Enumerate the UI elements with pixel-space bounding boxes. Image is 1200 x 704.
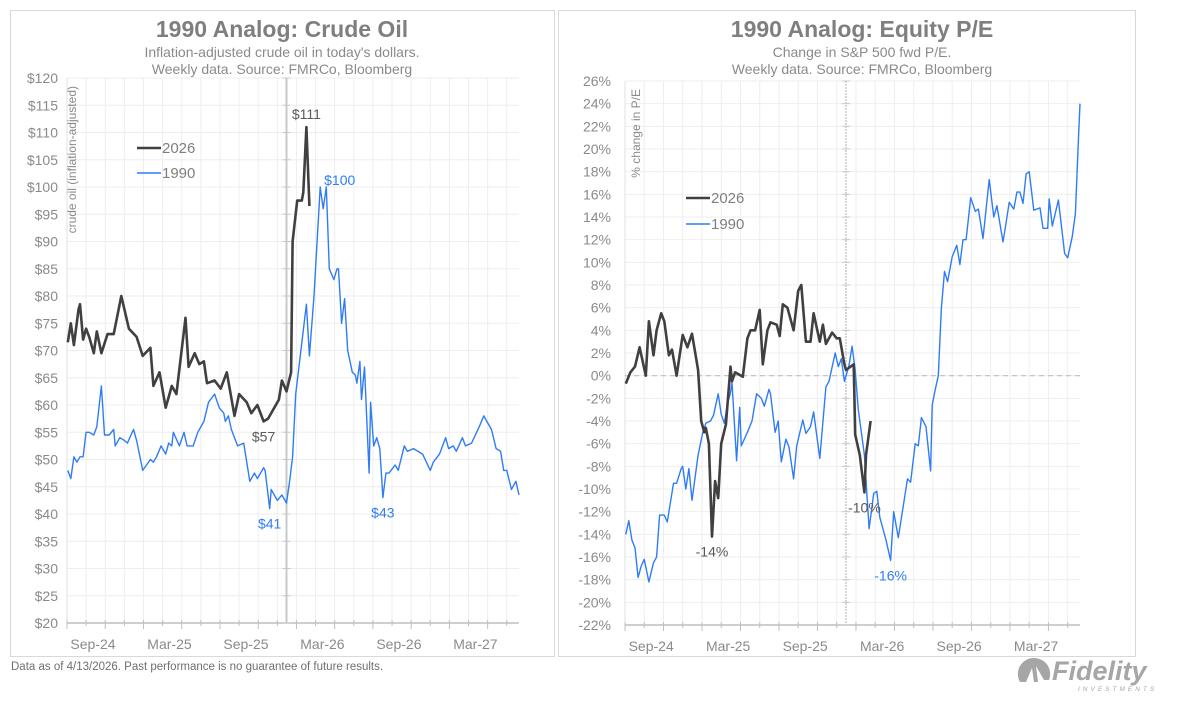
y-tick-label: 6% [591, 300, 611, 316]
series-line-2026 [66, 125, 311, 423]
x-tick-label: Mar-27 [453, 636, 498, 652]
x-tick-label: Sep-25 [783, 638, 828, 654]
y-axis-title: % change in P/E [629, 89, 643, 178]
y-tick-label: $75 [35, 315, 59, 331]
y-tick-label: $30 [35, 561, 59, 577]
x-tick-label: Mar-25 [147, 636, 192, 652]
legend-label-2026: 2026 [162, 140, 195, 157]
legend-label-2026: 2026 [711, 190, 744, 207]
data-label: $57 [252, 428, 276, 444]
x-tick-label: Sep-26 [937, 638, 982, 654]
svg-text:INVESTMENTS: INVESTMENTS [1078, 686, 1157, 693]
x-tick-label: Mar-26 [300, 636, 345, 652]
y-tick-label: 24% [583, 96, 611, 112]
series-line-2026 [624, 283, 872, 538]
series-line-1990 [625, 103, 1081, 583]
y-tick-label: -16% [578, 549, 611, 565]
y-tick-label: -18% [578, 572, 611, 588]
y-tick-label: 2% [591, 345, 611, 361]
data-label: $43 [371, 505, 395, 521]
svg-text:Fidelity: Fidelity [1052, 656, 1148, 686]
y-tick-label: 0% [591, 368, 611, 384]
y-tick-label: $90 [35, 234, 59, 250]
x-tick-label: Sep-24 [629, 638, 674, 654]
y-tick-label: $45 [35, 479, 59, 495]
legend-label-1990: 1990 [162, 165, 195, 182]
y-tick-label: $100 [27, 179, 58, 195]
y-tick-label: -10% [578, 481, 611, 497]
x-tick-label: Sep-25 [223, 636, 268, 652]
data-label: -14% [696, 544, 729, 560]
series-line-1990 [67, 186, 520, 510]
y-tick-label: 26% [583, 73, 611, 89]
y-tick-label: $105 [27, 152, 58, 168]
y-tick-label: $115 [28, 97, 58, 113]
y-tick-label: $20 [35, 615, 59, 631]
y-tick-label: $65 [35, 370, 59, 386]
y-tick-label: -14% [578, 526, 611, 542]
y-tick-label: 20% [583, 141, 611, 157]
pe-chart: 1990 Analog: Equity P/E Change in S&P 500… [578, 16, 1081, 654]
y-tick-label: $80 [35, 288, 59, 304]
x-tick-label: Mar-26 [860, 638, 905, 654]
y-tick-label: -2% [586, 390, 611, 406]
y-axis-title: crude oil (inflation-adjusted) [65, 86, 79, 233]
y-tick-label: $25 [35, 588, 59, 604]
data-label: $111 [292, 106, 321, 122]
y-tick-label: 22% [583, 118, 611, 134]
footer-disclaimer: Data as of 4/13/2026. Past performance i… [11, 661, 384, 673]
y-tick-label: 4% [591, 322, 611, 338]
chart-title: 1990 Analog: Equity P/E [731, 16, 993, 42]
y-tick-label: 16% [583, 186, 611, 202]
x-tick-label: Mar-25 [706, 638, 751, 654]
y-tick-label: $110 [28, 125, 58, 141]
y-tick-label: $60 [35, 397, 59, 413]
equity-pe-chart-panel [558, 10, 1136, 657]
data-label: $41 [258, 516, 282, 532]
y-tick-label: 14% [583, 209, 611, 225]
x-tick-label: Mar-27 [1014, 638, 1059, 654]
x-tick-label: Sep-26 [376, 636, 421, 652]
y-tick-label: 8% [591, 277, 611, 293]
x-tick-label: Sep-24 [70, 636, 115, 652]
oil-chart: 1990 Analog: Crude Oil Inflation-adjusted… [27, 16, 520, 652]
logo-sunburst-icon [1017, 657, 1051, 682]
y-tick-label: $35 [35, 533, 59, 549]
y-tick-label: $55 [35, 424, 59, 440]
chart-subtitle: Change in S&P 500 fwd P/E. [773, 44, 952, 60]
data-label: -10% [848, 499, 881, 515]
data-label: -16% [874, 567, 907, 583]
crude-oil-chart-panel [10, 10, 555, 657]
y-tick-label: $70 [35, 343, 59, 359]
y-tick-label: 12% [583, 232, 611, 248]
chart-subtitle: Weekly data. Source: FMRCo, Bloomberg [152, 61, 412, 77]
y-tick-label: $120 [27, 70, 58, 86]
y-tick-label: -22% [578, 617, 611, 633]
chart-subtitle: Inflation-adjusted crude oil in today's … [144, 44, 419, 60]
y-tick-label: $40 [35, 506, 59, 522]
y-tick-label: -6% [586, 436, 611, 452]
y-tick-label: $50 [35, 452, 59, 468]
chart-subtitle: Weekly data. Source: FMRCo, Bloomberg [732, 61, 992, 77]
fidelity-logo: Fidelity INVESTMENTS [1017, 656, 1157, 693]
legend-label-1990: 1990 [711, 216, 744, 233]
y-tick-label: 10% [583, 254, 611, 270]
y-tick-label: -4% [586, 413, 611, 429]
y-tick-label: -8% [586, 458, 611, 474]
y-tick-label: -12% [578, 504, 611, 520]
data-label: $100 [324, 172, 355, 188]
y-tick-label: $95 [35, 206, 59, 222]
chart-title: 1990 Analog: Crude Oil [156, 16, 408, 42]
y-tick-label: $85 [35, 261, 59, 277]
y-tick-label: -20% [578, 594, 611, 610]
y-tick-label: 18% [583, 164, 611, 180]
